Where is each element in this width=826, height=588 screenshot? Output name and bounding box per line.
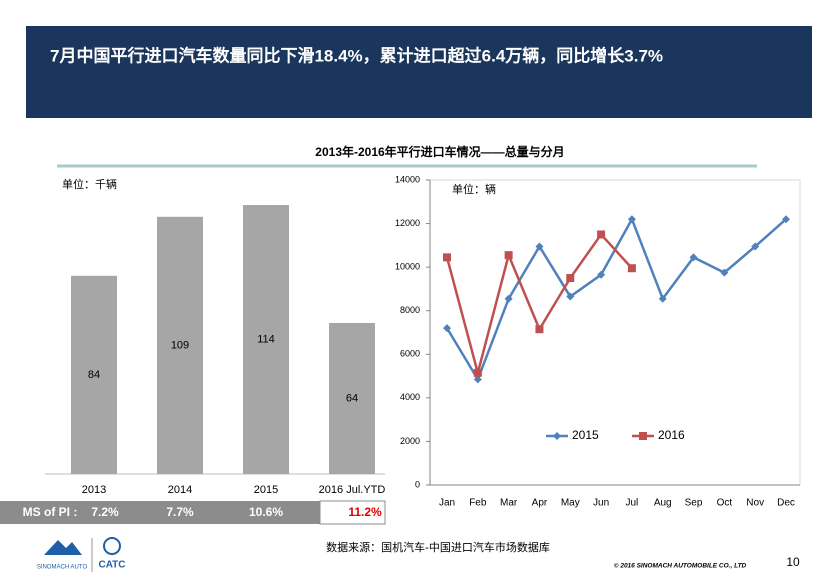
unit-label: 单位：千辆	[62, 177, 117, 191]
marker	[504, 251, 513, 260]
copyright: © 2016 SINOMACH AUTOMOBILE CO., LTD	[614, 562, 747, 570]
chart-subtitle: 2013年-2016年平行进口车情况——总量与分月	[315, 144, 564, 159]
x-tick-label: Aug	[654, 498, 672, 509]
marker	[689, 253, 698, 262]
bar	[157, 216, 203, 474]
x-tick-label: Dec	[777, 498, 795, 509]
x-tick-label: Sep	[685, 498, 703, 509]
y-tick-label: 2000	[400, 436, 420, 446]
x-tick-label: Jul	[626, 498, 639, 509]
marker	[751, 242, 760, 251]
logo-text: CATC	[98, 560, 125, 571]
marker	[627, 215, 636, 224]
page-number: 10	[786, 555, 800, 569]
x-tick-label: Mar	[500, 498, 518, 509]
x-tick-label: Apr	[532, 498, 548, 509]
logo-text: SINOMACH AUTO	[37, 565, 88, 571]
legend-label: 2016	[658, 428, 685, 442]
ms-value: 11.2%	[348, 505, 382, 519]
x-tick-label: Jun	[593, 498, 609, 509]
marker	[566, 274, 575, 283]
marker	[658, 294, 667, 303]
bar	[243, 205, 289, 474]
marker	[473, 375, 482, 384]
marker	[782, 215, 790, 224]
y-tick-label: 12000	[395, 218, 420, 228]
x-tick-label: Jan	[439, 498, 455, 509]
marker	[627, 264, 636, 273]
marker	[597, 230, 606, 239]
x-tick-label: Nov	[746, 498, 764, 509]
bar	[71, 275, 117, 474]
marker	[639, 432, 647, 440]
legend-label: 2015	[572, 428, 599, 442]
value-label: 114	[257, 333, 275, 345]
y-tick-label: 10000	[395, 262, 420, 272]
y-tick-label: 4000	[400, 392, 420, 402]
y-tick-label: 6000	[400, 349, 420, 359]
x-tick-label: 2015	[254, 484, 278, 496]
plot-frame	[429, 179, 801, 486]
ms-value: 10.6%	[249, 505, 283, 519]
value-label: 109	[171, 339, 189, 351]
logo-mark	[103, 537, 121, 555]
marker	[553, 432, 561, 440]
value-label: 84	[88, 369, 100, 381]
x-tick-label: 2014	[168, 484, 192, 496]
x-tick-label: May	[561, 498, 580, 509]
ms-value: 7.2%	[91, 505, 119, 519]
y-tick-label: 8000	[400, 305, 420, 315]
value-label: 64	[346, 392, 358, 404]
ms-value: 7.7%	[166, 505, 194, 519]
header-band	[26, 26, 812, 118]
logo-shape	[44, 540, 82, 555]
marker	[535, 325, 544, 334]
ms-label: MS of PI :	[23, 505, 78, 519]
x-tick-label: 2013	[82, 484, 106, 496]
marker	[720, 268, 729, 277]
marker	[535, 242, 544, 251]
source-note: 数据来源：国机汽车-中国进口汽车市场数据库	[326, 540, 550, 554]
y-tick-label: 0	[415, 479, 420, 489]
marker	[566, 292, 575, 301]
marker	[597, 270, 606, 279]
ms-band	[0, 501, 320, 524]
x-tick-label: 2016 Jul.YTD	[319, 484, 386, 496]
y-tick-label: 14000	[395, 174, 420, 184]
marker	[504, 294, 513, 303]
x-tick-label: Oct	[717, 498, 733, 509]
x-tick-label: Feb	[469, 498, 487, 509]
marker	[473, 368, 482, 377]
ms-cell	[319, 500, 386, 525]
slide-title: 7月中国平行进口汽车数量同比下滑18.4%，累计进口超过6.4万辆，同比增长3.…	[50, 45, 663, 65]
series-line	[445, 216, 787, 383]
bar	[329, 322, 375, 474]
marker	[443, 253, 451, 262]
marker	[443, 324, 451, 333]
series-line	[445, 232, 633, 378]
unit-label: 单位：辆	[452, 182, 496, 196]
